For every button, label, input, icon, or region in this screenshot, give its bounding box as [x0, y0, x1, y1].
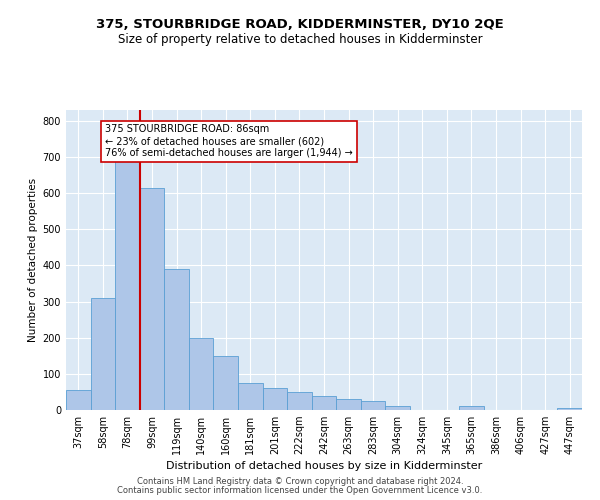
Bar: [115, 136, 140, 410]
Bar: [189, 338, 214, 410]
Y-axis label: Number of detached properties: Number of detached properties: [28, 178, 38, 342]
Bar: [214, 356, 238, 410]
Text: Contains HM Land Registry data © Crown copyright and database right 2024.: Contains HM Land Registry data © Crown c…: [137, 477, 463, 486]
Bar: [385, 406, 410, 410]
Bar: [459, 406, 484, 410]
Bar: [164, 269, 189, 410]
Bar: [557, 408, 582, 410]
Bar: [312, 396, 336, 410]
Text: Contains public sector information licensed under the Open Government Licence v3: Contains public sector information licen…: [118, 486, 482, 495]
Bar: [91, 298, 115, 410]
Bar: [263, 388, 287, 410]
Bar: [140, 188, 164, 410]
Text: 375 STOURBRIDGE ROAD: 86sqm
← 23% of detached houses are smaller (602)
76% of se: 375 STOURBRIDGE ROAD: 86sqm ← 23% of det…: [106, 124, 353, 158]
Bar: [66, 390, 91, 410]
Bar: [361, 401, 385, 410]
X-axis label: Distribution of detached houses by size in Kidderminster: Distribution of detached houses by size …: [166, 462, 482, 471]
Bar: [238, 383, 263, 410]
Bar: [287, 392, 312, 410]
Bar: [336, 399, 361, 410]
Text: 375, STOURBRIDGE ROAD, KIDDERMINSTER, DY10 2QE: 375, STOURBRIDGE ROAD, KIDDERMINSTER, DY…: [96, 18, 504, 30]
Text: Size of property relative to detached houses in Kidderminster: Size of property relative to detached ho…: [118, 32, 482, 46]
